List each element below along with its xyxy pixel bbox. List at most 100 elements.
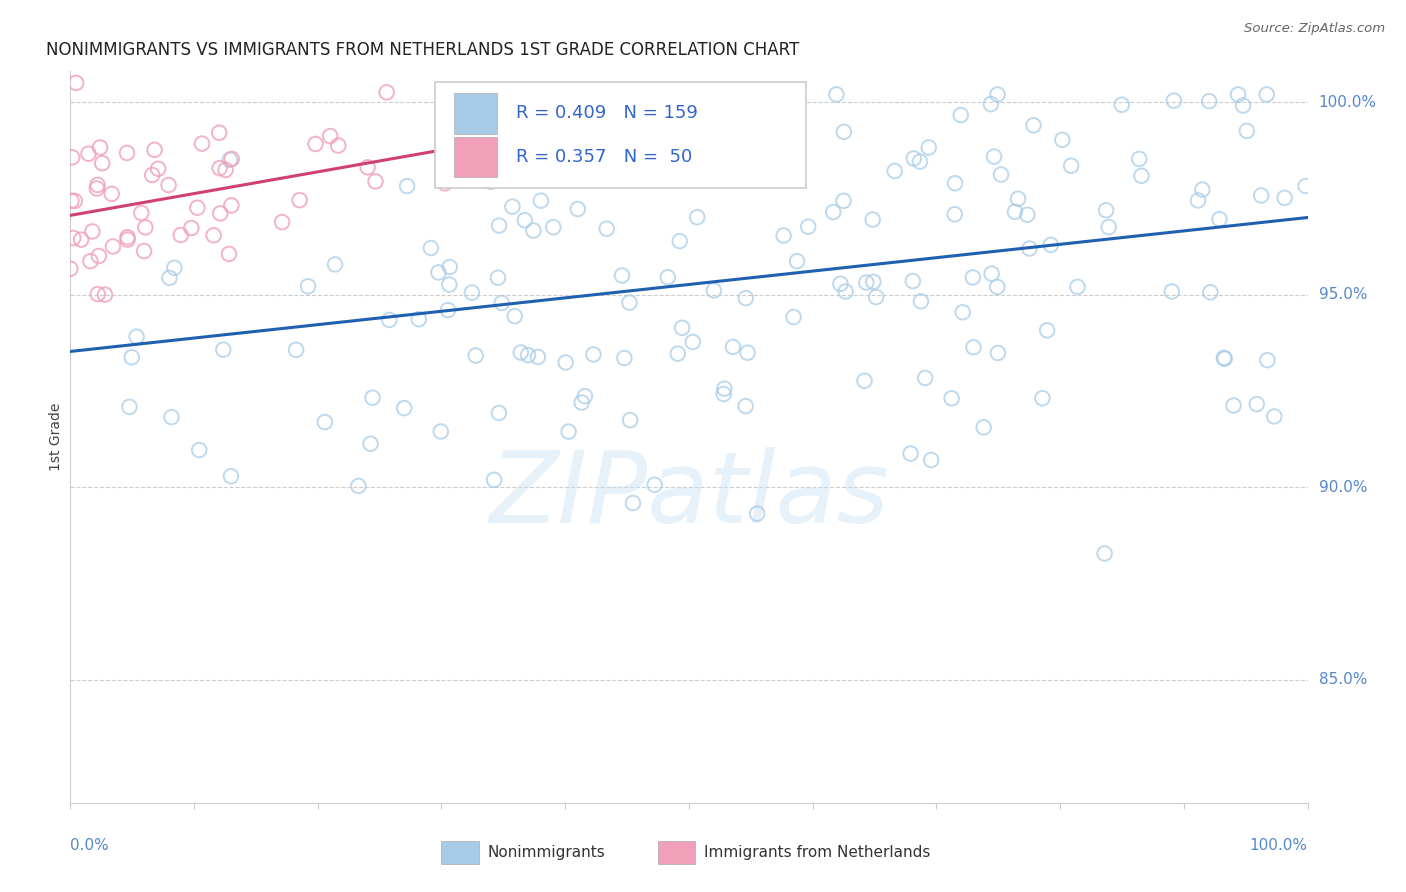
Point <box>713 387 735 401</box>
Point <box>121 351 143 365</box>
Point <box>60 194 83 208</box>
Point <box>962 340 984 354</box>
Text: Source: ZipAtlas.com: Source: ZipAtlas.com <box>1244 22 1385 36</box>
Point <box>117 230 139 244</box>
Point <box>772 228 794 243</box>
Point <box>378 313 401 327</box>
Point <box>1039 238 1062 252</box>
Point <box>910 294 932 309</box>
Text: 90.0%: 90.0% <box>1319 480 1367 495</box>
Point <box>1052 133 1074 147</box>
Text: 100.0%: 100.0% <box>1319 95 1376 110</box>
Point <box>734 399 756 413</box>
Point <box>439 277 461 292</box>
Point <box>170 227 193 242</box>
Text: R = 0.357   N =  50: R = 0.357 N = 50 <box>516 148 692 166</box>
Text: 0.0%: 0.0% <box>70 838 110 853</box>
Point <box>983 150 1005 164</box>
Point <box>943 207 966 221</box>
Point <box>439 260 461 274</box>
Point <box>980 97 1002 112</box>
Point <box>434 139 457 153</box>
Point <box>619 295 641 310</box>
Point <box>501 200 523 214</box>
Point <box>488 219 510 233</box>
Point <box>214 162 236 177</box>
Point <box>918 140 941 154</box>
Point <box>79 254 101 268</box>
FancyBboxPatch shape <box>441 841 478 864</box>
Point <box>1198 94 1220 108</box>
Point <box>218 247 240 261</box>
Point <box>1222 399 1244 413</box>
Point <box>973 420 995 434</box>
Point <box>361 391 384 405</box>
Point <box>464 349 486 363</box>
Point <box>141 168 163 182</box>
Point <box>572 142 595 156</box>
Point <box>855 276 877 290</box>
Point <box>1018 242 1040 256</box>
Text: ZIPatlas: ZIPatlas <box>489 447 889 544</box>
Point <box>486 270 509 285</box>
Point <box>648 169 671 183</box>
Point <box>668 234 690 248</box>
Point <box>1187 194 1209 208</box>
Point <box>825 87 848 102</box>
Point <box>987 346 1010 360</box>
Point <box>853 374 876 388</box>
Point <box>288 193 311 207</box>
Point <box>1017 208 1039 222</box>
Point <box>408 312 430 326</box>
Point <box>297 279 319 293</box>
Point <box>522 223 544 237</box>
Text: 95.0%: 95.0% <box>1319 287 1367 302</box>
Point <box>1066 280 1088 294</box>
Point <box>543 220 565 235</box>
Point <box>823 205 845 219</box>
Point <box>596 221 619 235</box>
Point <box>323 257 346 271</box>
Point <box>901 274 924 288</box>
Point <box>571 395 593 409</box>
Point <box>574 389 596 403</box>
Point <box>671 320 693 334</box>
Point <box>657 270 679 285</box>
Point <box>554 355 576 369</box>
Point <box>77 146 100 161</box>
Point <box>908 154 931 169</box>
Point <box>610 268 633 283</box>
Point <box>830 277 852 291</box>
Point <box>461 285 484 300</box>
Point <box>567 202 589 216</box>
Point <box>616 169 638 183</box>
Point <box>503 309 526 323</box>
Point <box>356 161 378 175</box>
Point <box>1236 124 1258 138</box>
Point <box>1128 152 1150 166</box>
Point <box>488 158 510 172</box>
Point <box>1208 212 1230 227</box>
Point <box>89 140 111 154</box>
Point <box>86 181 108 195</box>
Point <box>360 436 382 450</box>
Point <box>987 87 1010 102</box>
Point <box>560 112 582 126</box>
Point <box>433 177 456 191</box>
Point <box>479 175 502 189</box>
Point <box>1098 220 1121 235</box>
Point <box>191 136 214 151</box>
Point <box>131 206 153 220</box>
Text: Immigrants from Netherlands: Immigrants from Netherlands <box>704 845 931 860</box>
Point <box>1160 285 1182 299</box>
Point <box>713 382 735 396</box>
Point <box>980 267 1002 281</box>
Point <box>212 343 235 357</box>
Point <box>903 152 925 166</box>
Point <box>328 138 350 153</box>
Point <box>832 125 855 139</box>
Point <box>208 126 231 140</box>
Point <box>1094 547 1116 561</box>
Point <box>834 285 856 299</box>
Point <box>914 371 936 385</box>
